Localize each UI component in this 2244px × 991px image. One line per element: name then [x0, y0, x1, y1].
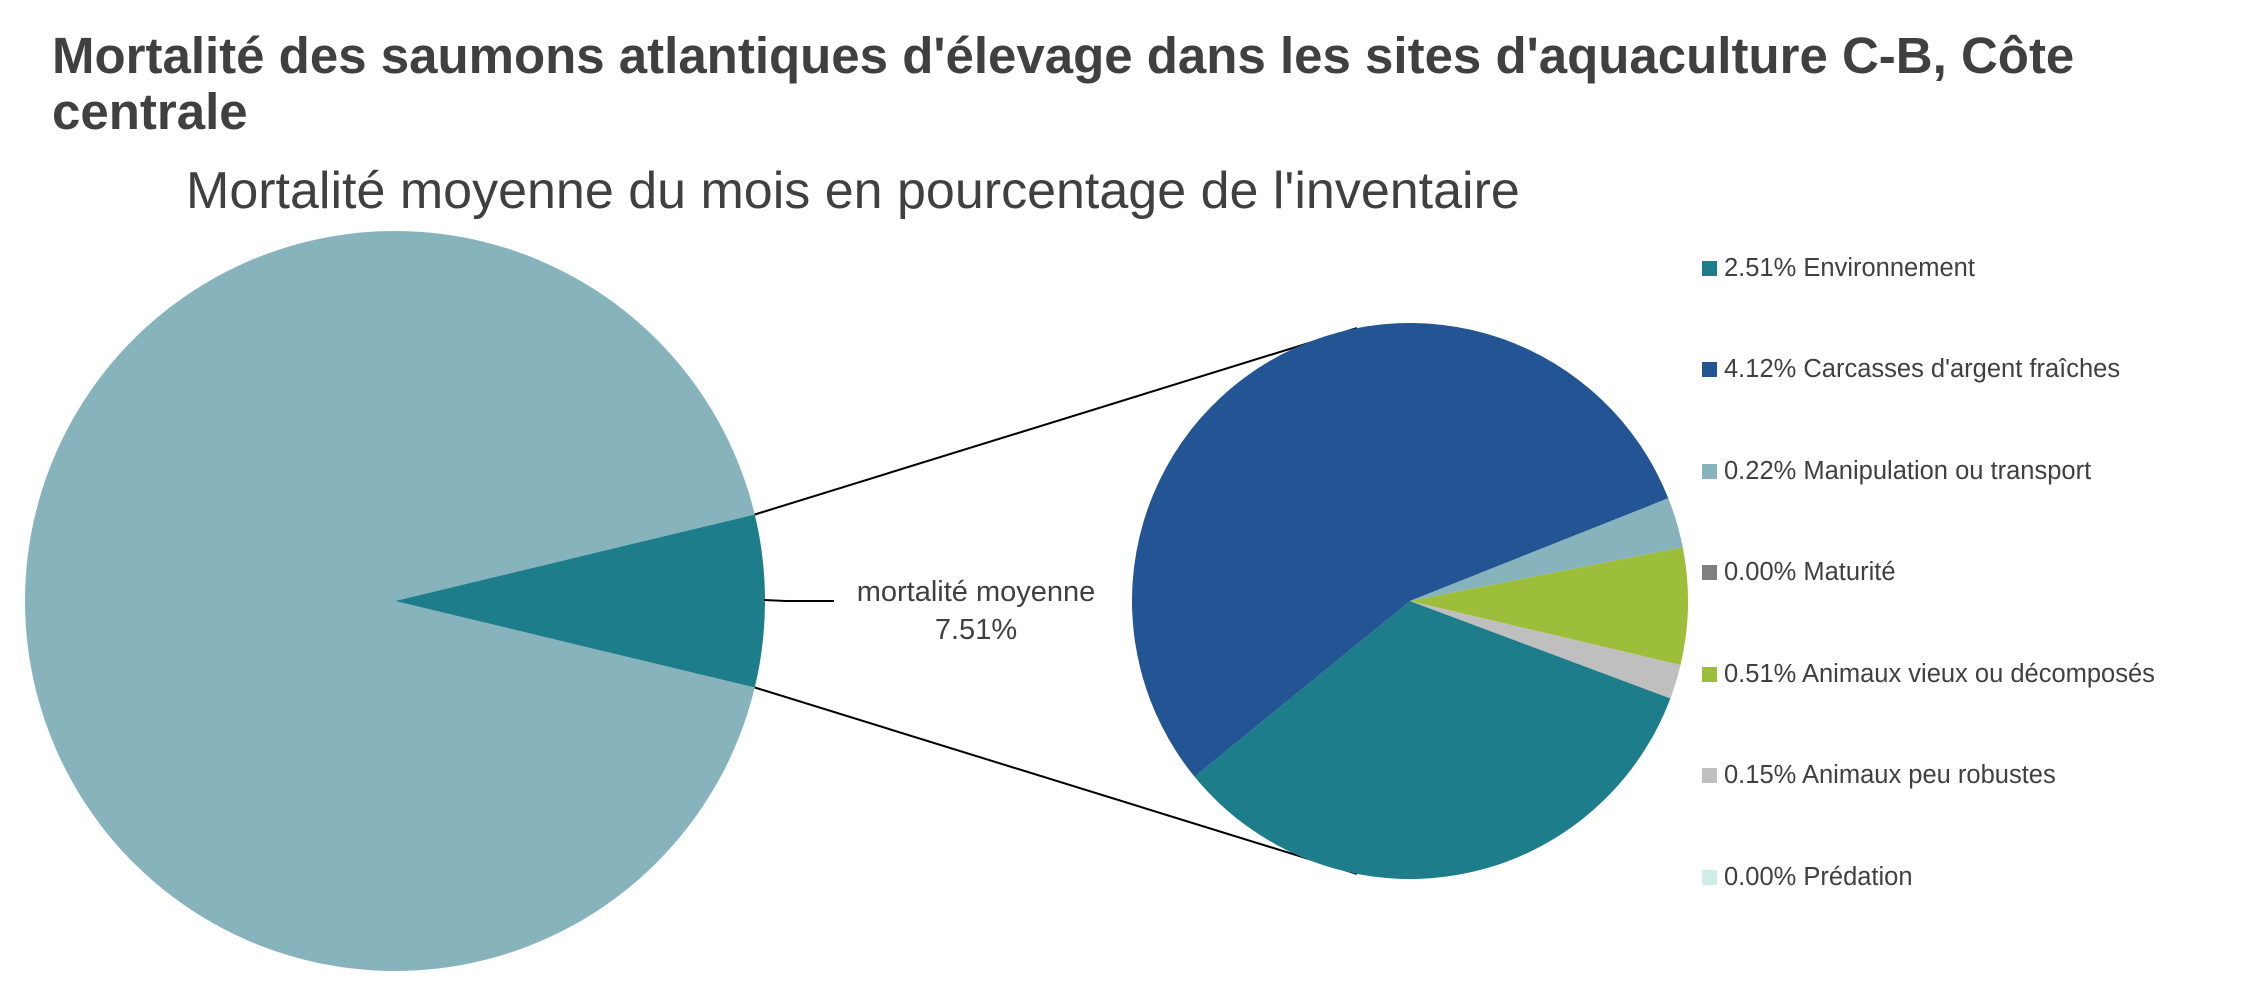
legend-swatch — [1702, 565, 1717, 580]
data-label-mortality-value: 7.51% — [935, 614, 1017, 646]
legend-label: 2.51% Environnement — [1724, 253, 1975, 282]
connector-lines — [754, 327, 1358, 875]
breakdown-slice-1 — [1194, 601, 1671, 879]
legend-swatch — [1702, 362, 1717, 377]
main-pie-slice-remainder — [25, 231, 755, 971]
connector-line-top — [754, 327, 1358, 516]
legend-swatch — [1702, 260, 1717, 276]
legend-label: 0.00% Prédation — [1724, 862, 1913, 891]
legend-item: 0.00% Prédation — [1702, 860, 1913, 894]
legend-label: 0.51% Animaux vieux ou décomposés — [1724, 659, 2155, 688]
legend-item: 0.00% Maturité — [1702, 556, 1896, 590]
chart-subtitle: Mortalité moyenne du mois en pourcentage… — [186, 162, 1520, 220]
legend-label: 0.22% Manipulation ou transport — [1724, 456, 2092, 485]
legend-label: 0.00% Maturité — [1724, 558, 1896, 586]
legend-swatch — [1702, 869, 1717, 885]
breakdown-slice-3 — [1410, 498, 1683, 601]
breakdown-pie — [1132, 322, 1688, 879]
main-pie-slice-mortality — [395, 514, 766, 688]
legend-swatch — [1702, 768, 1717, 783]
legend-item: 2.51% Environnement — [1702, 251, 1975, 285]
legend-item: 0.51% Animaux vieux ou décomposés — [1702, 657, 2155, 691]
data-label-mortality-name: mortalité moyenne — [857, 576, 1096, 608]
chart-title: Mortalité des saumons atlantiques d'élev… — [52, 27, 2075, 140]
main-pie — [25, 231, 766, 971]
legend-swatch — [1702, 666, 1717, 682]
legend-swatch — [1702, 463, 1717, 479]
legend-item: 0.15% Animaux peu robustes — [1702, 759, 2056, 793]
breakdown-slice-2 — [1132, 322, 1669, 777]
legend-label: 0.15% Animaux peu robustes — [1724, 761, 2056, 789]
legend-item: 0.22% Manipulation ou transport — [1702, 454, 2091, 488]
breakdown-slice-5 — [1410, 547, 1688, 665]
data-label-leader-line — [763, 599, 834, 602]
legend-label: 4.12% Carcasses d'argent fraîches — [1724, 355, 2121, 383]
legend-item: 4.12% Carcasses d'argent fraîches — [1702, 353, 2120, 387]
breakdown-slice-6 — [1410, 601, 1681, 699]
connector-line-bottom — [754, 686, 1358, 875]
